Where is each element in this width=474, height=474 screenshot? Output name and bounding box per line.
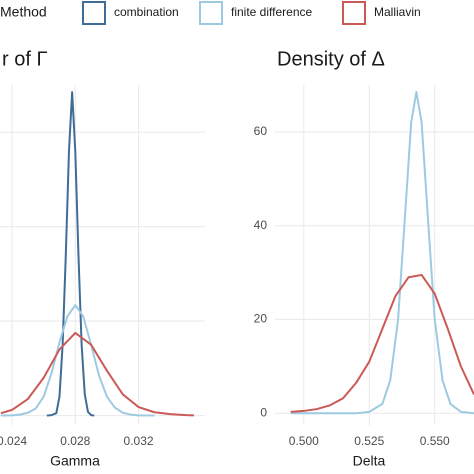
panel-title: Density of Δ bbox=[277, 48, 385, 70]
density-curve bbox=[46, 91, 95, 417]
plot-area bbox=[0, 91, 194, 417]
density-curve bbox=[290, 91, 474, 415]
legend-key bbox=[82, 1, 106, 25]
density-curve bbox=[0, 331, 194, 417]
x-tick-label: 0.028 bbox=[60, 434, 90, 448]
y-tick-label: 40 bbox=[254, 218, 268, 232]
x-tick-label: 0.550 bbox=[420, 434, 450, 448]
x-tick-label: 0.525 bbox=[354, 434, 384, 448]
y-tick-label: 0 bbox=[260, 405, 267, 419]
x-axis-label: Gamma bbox=[50, 453, 100, 469]
x-tick-label: 0.032 bbox=[124, 434, 154, 448]
x-axis-label: Delta bbox=[353, 453, 386, 469]
y-tick-label: 20 bbox=[254, 312, 268, 326]
legend-key bbox=[199, 1, 223, 25]
grid bbox=[0, 85, 205, 425]
legend-label: combination bbox=[114, 5, 179, 19]
y-tick-label: 60 bbox=[254, 124, 268, 138]
legend-label: Malliavin bbox=[374, 5, 421, 19]
x-tick-label: 0.024 bbox=[0, 434, 27, 448]
density-curve bbox=[0, 304, 155, 417]
grid bbox=[275, 85, 474, 425]
legend-key bbox=[342, 1, 366, 25]
x-tick-label: 0.500 bbox=[289, 434, 319, 448]
plot-area bbox=[290, 91, 474, 415]
panel-title: r of Γ bbox=[2, 48, 47, 70]
legend-label: finite difference bbox=[231, 5, 312, 19]
density-curve bbox=[290, 273, 474, 413]
legend-title: Method bbox=[0, 4, 47, 20]
